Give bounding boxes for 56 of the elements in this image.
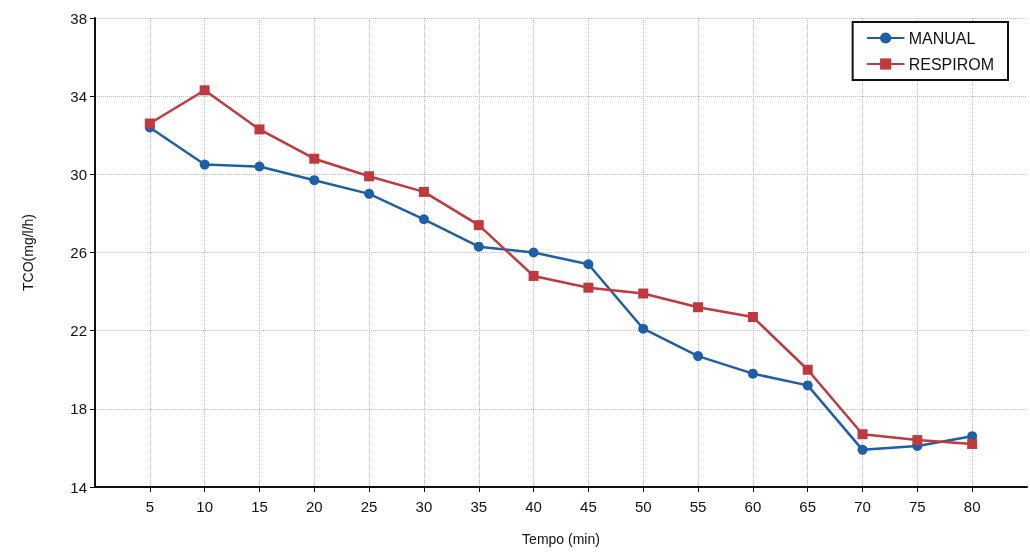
x-tick-label: 70 bbox=[854, 498, 871, 515]
x-tick-label: 45 bbox=[580, 498, 597, 515]
x-tick-label: 55 bbox=[689, 498, 707, 515]
y-tick-label: 30 bbox=[70, 165, 87, 183]
point bbox=[254, 161, 265, 172]
y-tick-label: 18 bbox=[70, 400, 87, 418]
point bbox=[418, 186, 429, 197]
point bbox=[528, 247, 539, 258]
x-tick-label: 30 bbox=[415, 498, 433, 515]
point bbox=[418, 214, 429, 225]
point bbox=[473, 241, 484, 252]
point bbox=[309, 175, 320, 186]
point bbox=[583, 282, 594, 293]
point bbox=[693, 351, 704, 362]
point bbox=[857, 429, 868, 440]
point bbox=[857, 444, 868, 455]
point bbox=[309, 153, 320, 164]
x-tick-label: 50 bbox=[634, 498, 652, 515]
point bbox=[912, 435, 923, 446]
point bbox=[528, 270, 539, 281]
x-tick-label: 65 bbox=[799, 498, 817, 515]
point bbox=[199, 85, 210, 96]
x-tick-label: 5 bbox=[145, 498, 154, 515]
y-tick-label: 38 bbox=[70, 9, 87, 27]
point bbox=[747, 311, 758, 322]
x-tick-label: 75 bbox=[909, 498, 926, 515]
x-tick-label: 40 bbox=[525, 498, 542, 515]
point bbox=[583, 259, 594, 270]
x-tick-label: 25 bbox=[360, 498, 378, 515]
y-tick-label: 22 bbox=[70, 322, 87, 340]
point bbox=[747, 368, 758, 379]
x-axis-title: Tempo (min) bbox=[522, 531, 600, 547]
y-tick-label: 14 bbox=[70, 478, 87, 496]
x-tick-label: 35 bbox=[470, 498, 488, 515]
x-tick-label: 20 bbox=[305, 498, 323, 515]
point bbox=[364, 188, 375, 199]
point bbox=[638, 288, 649, 299]
point bbox=[802, 364, 813, 375]
point bbox=[254, 124, 265, 135]
y-tick-label: 34 bbox=[70, 87, 87, 105]
point bbox=[473, 220, 484, 231]
y-tick-label: 26 bbox=[70, 244, 87, 261]
x-tick-label: 80 bbox=[963, 498, 981, 515]
y-axis-title: TCO(mg/l/h) bbox=[20, 214, 36, 291]
point bbox=[802, 380, 813, 391]
point bbox=[693, 302, 704, 313]
x-tick-label: 15 bbox=[251, 498, 268, 515]
point bbox=[638, 323, 649, 334]
point bbox=[967, 439, 978, 450]
x-tick-label: 60 bbox=[744, 498, 762, 515]
point bbox=[144, 118, 155, 129]
x-tick-label: 10 bbox=[196, 498, 213, 515]
legend-label: RESPIROM bbox=[908, 55, 994, 73]
point bbox=[364, 171, 375, 182]
legend-label: MANUAL bbox=[908, 29, 976, 47]
point bbox=[199, 159, 210, 170]
